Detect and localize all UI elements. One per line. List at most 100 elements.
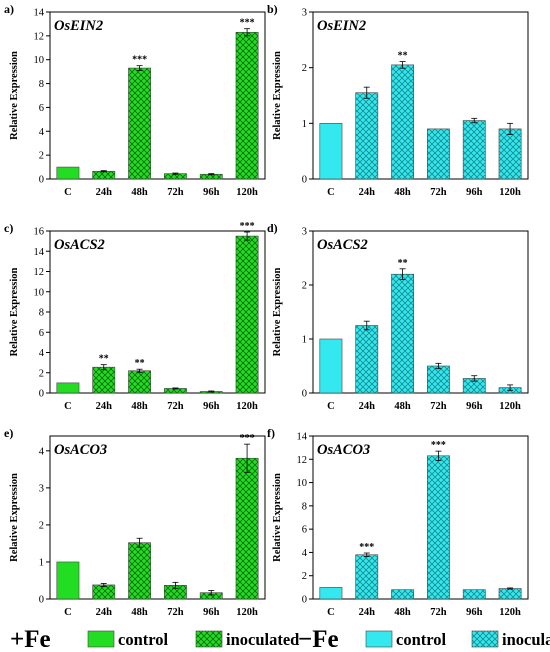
x-tick-label: C	[64, 401, 72, 412]
x-tick-label: 96h	[466, 187, 483, 198]
y-tick-label: 14	[34, 8, 45, 19]
bar-72h	[427, 128, 450, 180]
legend-swatch-inoculated	[195, 630, 223, 648]
significance-mark: ***	[431, 440, 446, 451]
legend-label-control: control	[396, 630, 447, 649]
plot-frame	[49, 435, 266, 600]
bar-48h	[391, 273, 414, 394]
legend-swatch-control	[365, 630, 393, 648]
chart-title: OsACO3	[317, 442, 370, 458]
y-tick-label: 8	[39, 308, 44, 319]
y-tick-label: 10	[34, 55, 45, 66]
x-tick-label: 24h	[96, 187, 113, 198]
y-tick-label: 2	[39, 520, 44, 531]
x-tick-label: 24h	[359, 187, 376, 198]
bar-24h	[355, 325, 379, 394]
legend-condition: −Fe	[298, 626, 339, 652]
bar-24h	[355, 554, 379, 600]
bar-72h	[427, 455, 450, 600]
bar-48h	[128, 542, 151, 600]
y-tick-label: 0	[39, 389, 44, 400]
y-tick-label: 12	[297, 455, 308, 466]
bar-120h	[235, 31, 259, 180]
bar-72h	[427, 365, 450, 394]
legend-label-control: control	[118, 630, 169, 649]
chart-panel-6: 0 2 4 6 8 10 12 14 Relative Expression f) OsACO3 C *…	[267, 426, 529, 618]
y-tick-label: 0	[302, 389, 307, 400]
x-tick-label: 120h	[499, 187, 521, 198]
significance-mark: ***	[132, 55, 147, 66]
y-tick-label: 4	[39, 348, 45, 359]
x-tick-label: 24h	[96, 607, 113, 618]
bar-C	[56, 561, 80, 600]
bar-48h	[391, 589, 414, 600]
significance-mark: **	[135, 358, 145, 369]
plot-frame	[49, 230, 266, 394]
x-tick-label: 24h	[96, 401, 113, 412]
panel-label: b)	[267, 2, 278, 16]
y-axis-label: Relative Expression	[9, 267, 20, 356]
y-tick-label: 3	[302, 8, 307, 19]
x-tick-label: 120h	[499, 607, 521, 618]
chart-title: OsACS2	[54, 237, 105, 253]
y-tick-label: 1	[39, 557, 44, 568]
y-tick-label: 0	[39, 175, 44, 186]
y-tick-label: 6	[39, 103, 44, 114]
x-tick-label: 96h	[466, 401, 483, 412]
x-tick-label: 72h	[430, 401, 447, 412]
y-axis-label: Relative Expression	[9, 473, 20, 562]
x-tick-label: C	[64, 607, 72, 618]
bar-C	[56, 382, 80, 394]
significance-mark: **	[398, 258, 408, 269]
y-tick-label: 12	[34, 267, 45, 278]
bar-24h	[92, 366, 116, 394]
panel-label: f)	[267, 426, 275, 440]
y-tick-label: 3	[302, 227, 307, 238]
bar-C	[319, 587, 343, 600]
y-tick-label: 10	[297, 478, 308, 489]
y-tick-label: 6	[39, 328, 44, 339]
chart-title: OsEIN2	[54, 18, 103, 34]
x-tick-label: 96h	[203, 607, 220, 618]
panel-label: e)	[4, 426, 13, 440]
legend-condition: +Fe	[10, 626, 51, 652]
plot-frame	[312, 11, 529, 180]
x-tick-label: 48h	[394, 607, 411, 618]
chart-panel-2: 0 1 2 3 Relative Expression b) OsEIN2 C 24h ** 48h…	[267, 2, 529, 198]
y-tick-label: 2	[302, 571, 307, 582]
plot-frame	[312, 435, 529, 600]
chart-panel-3: 0 2 4 6 8 10 12 14 16 Relative Expression c) OsACS2…	[4, 221, 266, 412]
x-tick-label: C	[327, 187, 335, 198]
y-tick-label: 3	[39, 483, 44, 494]
chart-panel-1: 0 2 4 6 8 10 12 14 Relative Expression a) OsEIN2 C 2…	[4, 2, 266, 198]
legend-label-inoculated: inoculated	[226, 630, 299, 649]
legend-swatch-control	[87, 630, 115, 648]
x-tick-label: 72h	[430, 607, 447, 618]
x-tick-label: 96h	[203, 401, 220, 412]
chart-title: OsACO3	[54, 442, 107, 458]
y-tick-label: 4	[302, 548, 308, 559]
y-tick-label: 1	[302, 335, 307, 346]
panel-label: a)	[4, 2, 14, 16]
x-tick-label: 48h	[394, 187, 411, 198]
bar-96h	[462, 589, 486, 600]
x-tick-label: 72h	[167, 607, 184, 618]
x-tick-label: 48h	[131, 607, 148, 618]
x-tick-label: 24h	[359, 401, 376, 412]
legend-label-inoculated: inoculated	[502, 630, 550, 649]
panel-label: d)	[267, 221, 278, 235]
bar-96h	[462, 120, 486, 180]
x-tick-label: 96h	[466, 607, 483, 618]
bar-48h	[128, 370, 151, 394]
y-tick-label: 2	[302, 281, 307, 292]
y-tick-label: 12	[34, 31, 45, 42]
x-tick-label: 48h	[394, 401, 411, 412]
bar-C	[56, 166, 80, 180]
significance-mark: ***	[240, 18, 255, 29]
x-tick-label: 96h	[203, 187, 220, 198]
y-tick-label: 0	[39, 595, 44, 606]
y-tick-label: 16	[34, 227, 45, 238]
y-tick-label: 14	[34, 247, 45, 258]
